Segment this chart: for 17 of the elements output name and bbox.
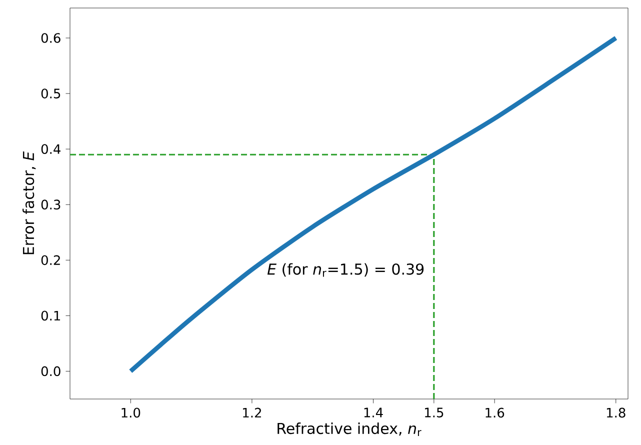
y-tick-label: 0.5 xyxy=(41,88,60,98)
x-tick-label: 1.0 xyxy=(122,408,140,418)
y-tick-label: 0.2 xyxy=(41,255,60,266)
y-axis-title: Error factor, E xyxy=(22,151,36,254)
y-tick-label: 0.6 xyxy=(41,33,60,43)
y-tick-label: 0.3 xyxy=(41,200,60,210)
x-tick-label: 1.6 xyxy=(486,408,504,418)
x-tick-label: 1.4 xyxy=(364,408,383,418)
x-tick-label: 1.2 xyxy=(243,408,261,418)
y-tick-label: 0.0 xyxy=(41,366,60,376)
annotation: E (for n$_{r}$=1.5) = 0.39 xyxy=(267,263,424,277)
x-tick-label: 1.8 xyxy=(606,408,626,418)
y-tick-label: 0.4 xyxy=(41,144,60,154)
x-axis-title: Refractive index, n$_{r}$ xyxy=(278,422,422,436)
line-series xyxy=(128,36,618,374)
y-tick-label: 0.1 xyxy=(41,310,60,321)
x-tick-label: 1.5 xyxy=(425,408,444,418)
